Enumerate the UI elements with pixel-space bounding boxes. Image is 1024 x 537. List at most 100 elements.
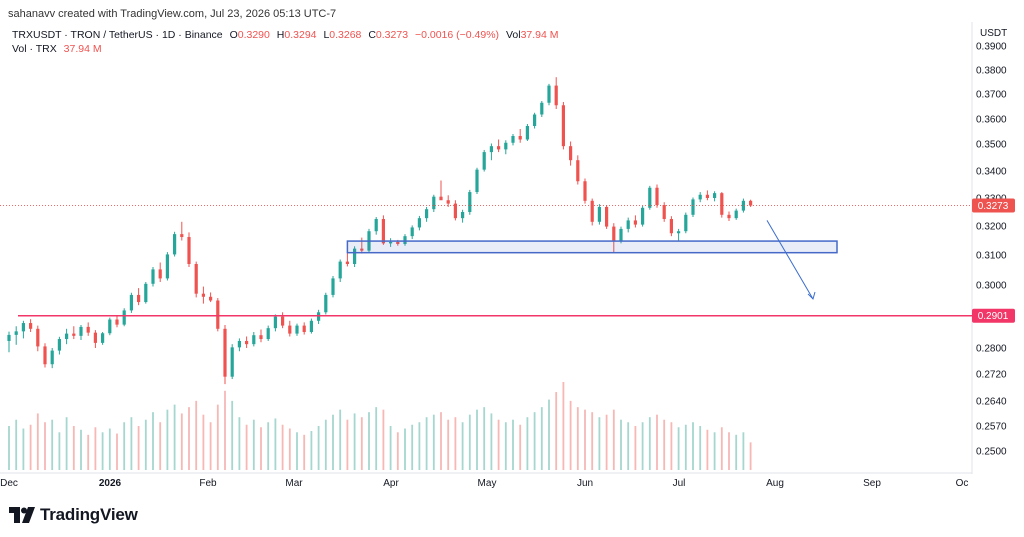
volume-bar (159, 422, 162, 470)
candle-body (201, 293, 205, 297)
volume-bar (447, 419, 450, 470)
y-tick-label: 0.2720 (976, 370, 1007, 381)
candle-body (194, 264, 198, 294)
candle-body (230, 347, 234, 377)
last-price-tag: 0.3273 (978, 201, 1009, 212)
volume-bar (123, 422, 126, 470)
candle-body (497, 146, 501, 150)
volume-bar (605, 414, 608, 470)
volume-bar (368, 412, 370, 470)
candle (518, 129, 522, 143)
tradingview-logo[interactable]: TradingView (9, 505, 138, 525)
volume-bar (454, 417, 457, 470)
candle (317, 309, 321, 324)
volume-bar (80, 429, 82, 470)
candle-body (698, 194, 702, 200)
candle (561, 102, 565, 150)
candle (612, 223, 616, 253)
volume-bar (598, 417, 601, 470)
candle-body (7, 334, 11, 341)
volume-bar (483, 407, 486, 470)
candle-body (489, 146, 493, 153)
volume-bar (742, 432, 745, 470)
candle (201, 286, 205, 304)
candle-body (554, 85, 558, 106)
candle-body (511, 136, 515, 143)
candle-body (720, 193, 724, 215)
volume-bar (252, 419, 255, 470)
candle (734, 208, 738, 220)
candle-body (518, 136, 522, 140)
x-tick-label: Aug (766, 478, 784, 489)
candle (482, 149, 486, 172)
candle (597, 204, 601, 225)
candle-body (79, 326, 83, 336)
volume-bar (58, 432, 61, 470)
volume-bar (108, 428, 111, 470)
candle-body (108, 319, 112, 334)
candle-body (93, 332, 97, 343)
candle (374, 217, 378, 235)
candle (72, 326, 76, 340)
volume-legend: Vol · TRX 37.94 M (12, 43, 102, 55)
close-value: 0.3273 (375, 29, 409, 41)
candle-body (29, 323, 33, 329)
candle (108, 317, 112, 336)
candle (266, 325, 270, 341)
volume-bar (173, 404, 176, 470)
time-axis[interactable]: Dec 2026 Feb Mar Apr May Jun Jul Aug Sep Oc (0, 478, 968, 489)
x-tick-label: Oc (956, 478, 969, 489)
candle (57, 336, 61, 355)
volume-bar (22, 428, 25, 470)
candle-body (360, 248, 364, 251)
volume-bar (137, 426, 140, 470)
candle-body (122, 310, 126, 325)
candle (669, 216, 673, 237)
y-tick-label: 0.2500 (976, 447, 1007, 458)
vol-row-label[interactable]: Vol · TRX (12, 43, 57, 55)
y-tick-label: 0.3200 (976, 222, 1007, 233)
candle-body (453, 203, 457, 219)
candle (137, 288, 141, 306)
candle (259, 329, 263, 343)
symbol-title[interactable]: TRXUSDT · TRON / TetherUS · 1D · Binance (12, 29, 223, 41)
candle (144, 282, 148, 304)
volume-bar (526, 417, 529, 470)
volume-bar (677, 427, 680, 470)
candle-body (309, 320, 313, 332)
candle (115, 316, 119, 328)
candle-body (165, 254, 169, 279)
candle (223, 324, 227, 385)
currency-label[interactable]: USDT (980, 28, 1008, 39)
candle-body (547, 85, 551, 103)
candle-body (338, 261, 342, 279)
candle (173, 231, 177, 257)
price-axis[interactable]: 0.39000.38000.37000.36000.35000.34000.33… (976, 42, 1007, 458)
x-tick-label: Apr (383, 478, 399, 489)
candle (245, 336, 249, 348)
candle (475, 167, 479, 194)
volume-bar (591, 412, 594, 470)
volume-bar (260, 427, 262, 470)
candle (713, 191, 717, 202)
volume-bar (101, 432, 104, 470)
candle-body (691, 199, 695, 215)
candle-body (482, 152, 486, 170)
volume-bar (202, 414, 205, 470)
candle (554, 77, 558, 109)
y-tick-label: 0.3800 (976, 66, 1007, 77)
candle (338, 259, 342, 282)
volume-bar (656, 414, 658, 470)
x-tick-label: 2026 (99, 478, 122, 489)
candle (29, 319, 33, 332)
volume-bar (620, 419, 622, 470)
candle (705, 190, 709, 201)
candle-body (525, 126, 529, 140)
volume-bar (540, 407, 543, 470)
volume-bar (584, 409, 586, 470)
volume-bar (238, 417, 241, 470)
candle (273, 314, 277, 332)
volume-bar (749, 442, 752, 470)
candle-body (439, 196, 443, 201)
